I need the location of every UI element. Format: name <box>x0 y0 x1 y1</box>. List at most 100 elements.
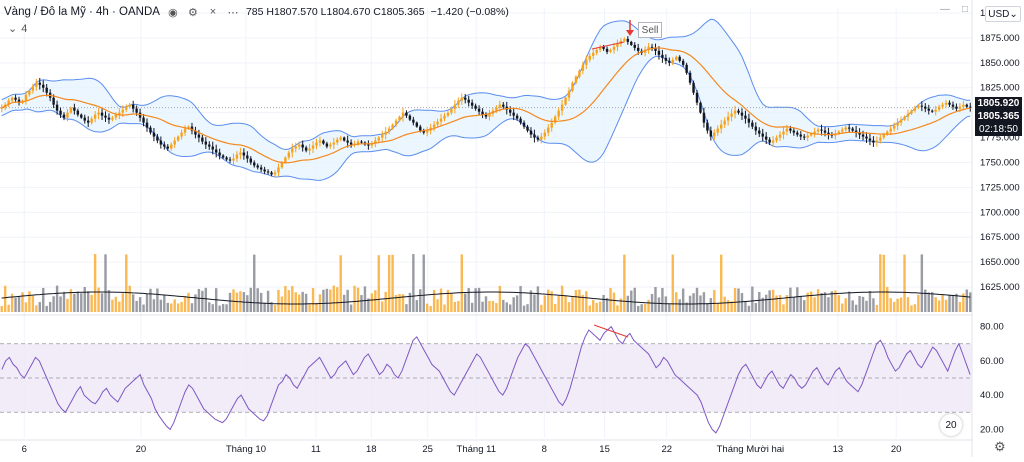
candle-body <box>391 124 394 129</box>
candle-body <box>847 127 851 129</box>
candle-body <box>585 59 588 65</box>
volume-bar <box>391 254 394 312</box>
candle-body <box>104 115 107 118</box>
candle-body <box>958 106 962 109</box>
price-axis[interactable]: 1900.0001875.0001850.0001825.0001800.000… <box>980 8 1020 435</box>
candle-body <box>42 84 45 88</box>
volume-bar <box>180 301 183 312</box>
volume-bar <box>875 305 879 312</box>
time-tick-label: 13 <box>833 444 844 455</box>
candle-body <box>567 90 571 98</box>
rsi-tick-label: 20.00 <box>980 424 1004 435</box>
candle-body <box>214 149 218 153</box>
candle-body <box>152 132 156 137</box>
candle-body <box>477 108 481 112</box>
volume-bar <box>156 288 159 312</box>
volume-bar <box>0 306 3 312</box>
gear-icon[interactable]: ⚙ <box>994 439 1006 454</box>
volume-bar <box>550 291 553 312</box>
volume-bar <box>726 300 730 312</box>
candle-body <box>419 126 422 131</box>
candle-body <box>308 148 311 151</box>
volume-bar <box>495 303 498 312</box>
close-icon[interactable]: × <box>209 6 217 18</box>
volume-bar <box>142 304 145 312</box>
volume-bar <box>692 293 695 312</box>
candle-body <box>789 128 792 131</box>
symbol-title[interactable]: Vàng / Đô la Mỹ · 4h · OANDA <box>4 6 160 18</box>
candle-body <box>744 115 747 119</box>
candle-body <box>529 130 533 135</box>
volume-bar <box>308 304 311 312</box>
volume-bar <box>526 304 529 312</box>
volume-bar <box>284 285 287 312</box>
candle-body <box>474 105 477 109</box>
volume-bar <box>934 297 937 312</box>
candle-body <box>249 158 252 163</box>
time-tick-label: 15 <box>599 444 610 455</box>
candle-body <box>592 52 595 56</box>
more-icon[interactable]: ⋯ <box>227 6 239 19</box>
volume-bar <box>349 304 353 312</box>
candle-body <box>38 82 41 85</box>
sell-annotation <box>591 20 634 338</box>
candle-body <box>643 49 647 53</box>
volume-bar <box>702 292 706 312</box>
volume-bar <box>803 300 806 312</box>
volume-bar <box>467 288 470 312</box>
volume-bar <box>401 294 405 312</box>
volume-bar <box>657 297 661 312</box>
eye-icon[interactable]: ◉ <box>168 6 178 19</box>
volume-bar <box>304 293 308 312</box>
candle-body <box>266 171 270 173</box>
volume-bar <box>3 285 7 312</box>
candle-body <box>450 108 453 113</box>
candle-body <box>581 64 585 71</box>
volume-bar <box>910 305 913 312</box>
volume-bar <box>83 286 86 312</box>
candle-body <box>495 107 498 111</box>
volume-bar <box>533 294 536 312</box>
candle-body <box>10 97 14 101</box>
volume-bar <box>173 299 176 312</box>
volume-bar <box>45 305 48 312</box>
indicators-toggle[interactable]: ⌄ 4 <box>8 22 27 36</box>
volume-bar <box>595 302 598 312</box>
currency-selector[interactable]: USD ⌄ <box>985 6 1021 22</box>
volume-bar <box>138 297 142 312</box>
candle-body <box>121 109 125 113</box>
candle-body <box>277 167 280 173</box>
candle-body <box>903 116 906 120</box>
candle-body <box>446 112 450 116</box>
candle-body <box>259 167 263 170</box>
time-range-button[interactable]: 20 <box>940 414 962 436</box>
band-fill <box>1 19 971 181</box>
candle-body <box>470 102 474 106</box>
candle-body <box>481 111 484 115</box>
time-axis[interactable]: 6 20 Tháng 10 11 18 25 Tháng 11 8 15 22 Tháng Mười… <box>22 444 902 455</box>
volume-bar <box>62 291 66 312</box>
volume-bar <box>585 291 588 312</box>
candle-body <box>692 82 695 93</box>
candle-body <box>751 122 754 127</box>
candle-body <box>100 112 104 116</box>
volume-bar <box>114 296 118 312</box>
candle-body <box>941 104 944 107</box>
volume-bar <box>211 304 214 312</box>
settings-icon[interactable]: ⚙ <box>188 6 198 19</box>
candle-body <box>443 115 446 119</box>
candle-body <box>311 145 315 149</box>
candle-body <box>97 112 100 115</box>
candle-body <box>609 49 612 52</box>
volume-bar <box>228 292 232 312</box>
volume-bar <box>903 254 906 312</box>
candle-body <box>439 118 443 122</box>
volume-bar <box>294 292 297 312</box>
minimize-icon[interactable]: — <box>940 4 950 15</box>
candle-body <box>232 158 235 161</box>
maximize-icon[interactable]: □ <box>962 4 969 15</box>
volume-bar <box>346 289 349 312</box>
candle-body <box>796 132 799 135</box>
